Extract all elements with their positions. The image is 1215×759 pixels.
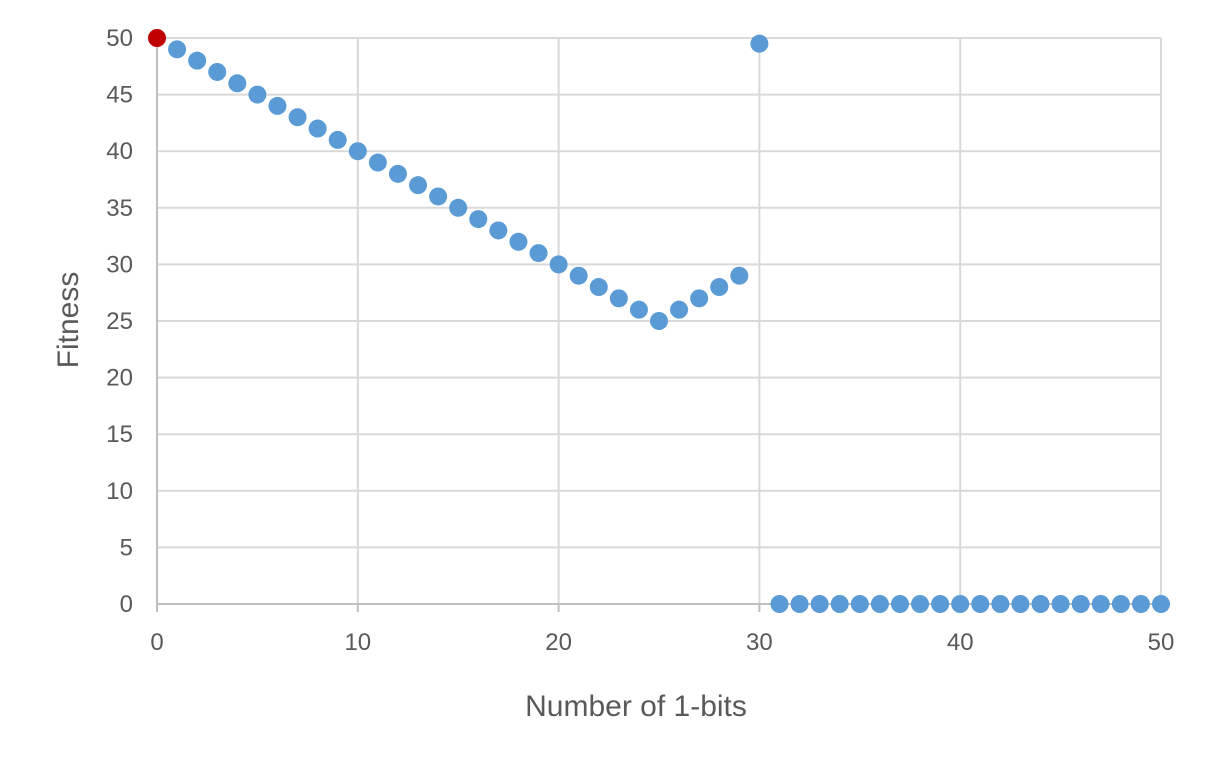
tick-labels: 0 5 10 15 20 25 30 35 40 45 50 0 10 20 30 40 50 xyxy=(106,25,1174,656)
y-tick-label: 20 xyxy=(106,365,133,392)
data-point xyxy=(810,595,829,613)
data-point xyxy=(690,289,709,308)
data-point xyxy=(609,289,628,308)
data-point xyxy=(348,142,367,161)
data-point xyxy=(750,34,769,53)
x-tick-label: 10 xyxy=(344,629,371,656)
data-point xyxy=(228,74,247,93)
data-point xyxy=(1031,595,1050,613)
data-point xyxy=(388,164,407,183)
data-point xyxy=(509,232,528,251)
y-tick-label: 30 xyxy=(106,251,133,278)
y-tick-label: 0 xyxy=(120,591,133,618)
data-point xyxy=(991,595,1010,613)
data-point xyxy=(710,278,729,297)
data-point xyxy=(589,278,608,297)
data-point xyxy=(569,266,588,285)
y-tick-label: 15 xyxy=(106,421,133,448)
data-point xyxy=(148,29,166,47)
data-point xyxy=(850,595,869,613)
data-point xyxy=(1051,595,1070,613)
data-point xyxy=(1071,595,1090,613)
data-point xyxy=(1131,595,1150,613)
y-tick-label: 25 xyxy=(106,308,133,335)
x-tick-label: 40 xyxy=(947,629,974,656)
data-point xyxy=(931,595,950,613)
data-point xyxy=(770,595,789,613)
data-point xyxy=(248,85,267,104)
y-axis-title: Fitness xyxy=(52,272,85,369)
data-point xyxy=(650,312,668,330)
data-point xyxy=(1111,595,1130,613)
data-point xyxy=(790,595,809,613)
data-point xyxy=(1011,595,1030,613)
data-point xyxy=(1091,595,1110,613)
y-tick-label: 5 xyxy=(120,534,133,561)
data-point xyxy=(730,266,749,285)
data-point xyxy=(449,198,468,217)
data-point xyxy=(288,108,307,127)
x-tick-label: 50 xyxy=(1148,629,1175,656)
data-point xyxy=(489,221,508,240)
data-point xyxy=(890,595,909,613)
data-point xyxy=(911,595,930,613)
data-point xyxy=(208,62,227,81)
data-point xyxy=(670,300,689,319)
data-point xyxy=(529,244,548,263)
data-point xyxy=(429,187,448,206)
y-tick-label: 50 xyxy=(106,25,133,52)
data-point xyxy=(328,130,347,149)
x-axis-title: Number of 1-bits xyxy=(525,690,747,723)
data-point xyxy=(268,96,287,115)
x-tick-label: 20 xyxy=(545,629,572,656)
y-tick-label: 35 xyxy=(106,195,133,222)
data-point xyxy=(368,153,387,172)
x-tick-label: 0 xyxy=(150,629,163,656)
data-point xyxy=(549,255,568,274)
data-point xyxy=(308,119,327,138)
data-point xyxy=(971,595,990,613)
data-point xyxy=(409,176,428,195)
y-tick-label: 45 xyxy=(106,82,133,109)
data-point xyxy=(870,595,889,613)
y-tick-label: 10 xyxy=(106,478,133,505)
data-point xyxy=(188,51,207,70)
data-point xyxy=(951,595,970,613)
data-point xyxy=(469,210,488,229)
x-tick-label: 30 xyxy=(746,629,773,656)
data-points xyxy=(148,29,1170,613)
data-point xyxy=(830,595,849,613)
data-point xyxy=(1152,595,1170,613)
data-point xyxy=(168,40,187,59)
data-point xyxy=(629,300,648,319)
y-tick-label: 40 xyxy=(106,138,133,165)
